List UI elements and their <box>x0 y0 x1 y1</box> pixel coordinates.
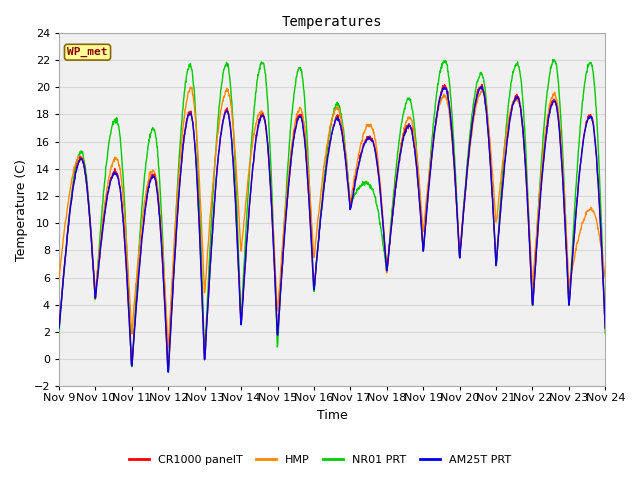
Text: WP_met: WP_met <box>67 47 108 57</box>
X-axis label: Time: Time <box>317 409 348 422</box>
Title: Temperatures: Temperatures <box>282 15 383 29</box>
Legend: CR1000 panelT, HMP, NR01 PRT, AM25T PRT: CR1000 panelT, HMP, NR01 PRT, AM25T PRT <box>125 451 515 469</box>
Y-axis label: Temperature (C): Temperature (C) <box>15 159 28 261</box>
